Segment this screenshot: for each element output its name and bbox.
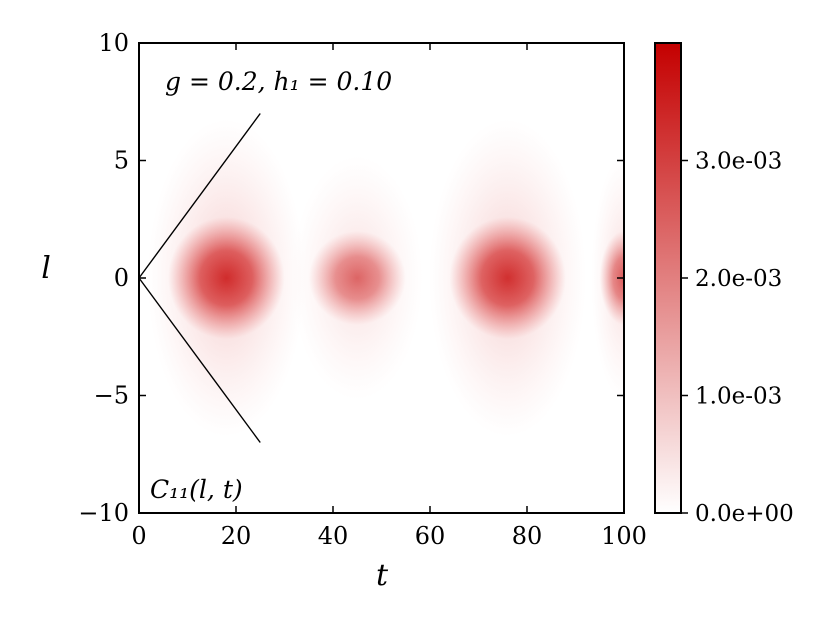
x-tick-label: 0 [131, 522, 146, 550]
lightcone-upper-line [138, 113, 261, 279]
quantity-annotation: C₁₁(l, t) [150, 475, 243, 504]
y-tick-label: −10 [78, 499, 129, 527]
x-tick-label: 60 [415, 522, 446, 550]
colorbar-tick-label: 1.0e-03 [695, 384, 782, 410]
colorbar [654, 42, 682, 514]
heatmap-halo [147, 119, 305, 437]
lightcone-lower-line [138, 277, 261, 443]
colorbar-tick-label: 3.0e-03 [695, 149, 782, 175]
heatmap-halo [591, 155, 624, 401]
heatmap-halo [291, 155, 423, 401]
y-tick-label: −5 [94, 382, 129, 410]
colorbar-axis: 0.0e+00 1.0e-03 2.0e-03 3.0e-03 [681, 149, 794, 527]
heatmap-area [147, 119, 624, 437]
colorbar-tick-label: 2.0e-03 [695, 266, 782, 292]
colorbar-tick-label: 0.0e+00 [695, 501, 794, 527]
x-axis-title: t [376, 558, 389, 593]
x-tick-label: 100 [601, 522, 647, 550]
y-axis: −10 −5 0 5 10 [78, 29, 624, 527]
y-axis-title: l [41, 251, 51, 286]
y-tick-label: 5 [114, 147, 129, 175]
x-tick-label: 20 [221, 522, 252, 550]
lightcone-lines [138, 113, 261, 443]
x-axis: 0 20 40 60 80 100 [131, 43, 647, 550]
y-tick-label: 0 [114, 264, 129, 292]
parameter-annotation: g = 0.2, h₁ = 0.10 [165, 67, 392, 96]
heatmap-halo [429, 119, 587, 437]
x-tick-label: 40 [318, 522, 349, 550]
y-tick-label: 10 [98, 29, 129, 57]
x-tick-label: 80 [512, 522, 543, 550]
